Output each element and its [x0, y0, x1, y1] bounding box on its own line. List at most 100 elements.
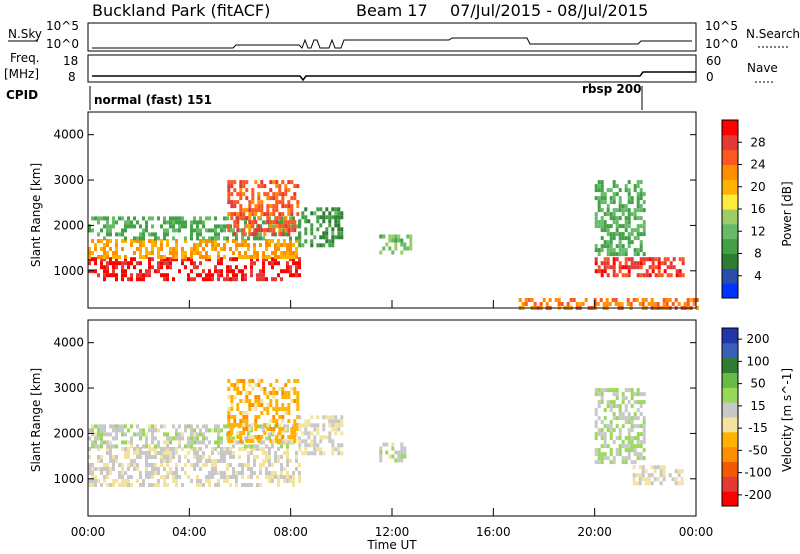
- velocity-cell: [172, 455, 175, 459]
- power-cell: [181, 251, 184, 255]
- power-cell: [133, 216, 136, 221]
- velocity-cell: [642, 416, 646, 421]
- power-cell: [603, 228, 607, 233]
- power-cell: [606, 204, 610, 209]
- velocity-cell: [163, 440, 166, 445]
- velocity-colorbar-swatch: [722, 461, 738, 477]
- velocity-cell: [172, 424, 175, 429]
- power-cell: [624, 273, 628, 278]
- velocity-cell: [277, 479, 280, 483]
- power-cell: [172, 228, 175, 233]
- velocity-cell: [287, 411, 291, 415]
- power-cell: [157, 265, 160, 270]
- power-cell: [281, 196, 285, 201]
- power-cell: [337, 211, 341, 216]
- velocity-cell: [278, 423, 282, 427]
- velocity-cell: [259, 440, 262, 445]
- power-cell: [163, 257, 166, 262]
- velocity-cell: [286, 424, 289, 429]
- power-cell: [202, 224, 205, 229]
- power-cell: [286, 255, 289, 259]
- power-cell: [248, 224, 252, 229]
- velocity-cell: [269, 439, 273, 443]
- velocity-cell: [262, 459, 265, 463]
- power-cell: [594, 216, 598, 221]
- power-cell: [597, 265, 601, 270]
- power-cell: [594, 257, 598, 262]
- velocity-cell: [621, 416, 625, 421]
- velocity-cell: [639, 432, 643, 437]
- power-cell: [151, 224, 154, 229]
- power-cell: [214, 224, 217, 229]
- velocity-cell: [609, 424, 613, 429]
- power-cell: [630, 240, 634, 245]
- velocity-cell: [142, 451, 145, 455]
- power-cell: [627, 208, 631, 213]
- velocity-cell: [175, 463, 178, 467]
- velocity-cell: [642, 436, 646, 441]
- power-cell: [695, 298, 699, 302]
- power-cell: [230, 216, 234, 221]
- velocity-cell: [151, 432, 154, 437]
- velocity-cell: [635, 481, 639, 486]
- power-cell: [403, 242, 407, 247]
- velocity-colorbar-swatch: [722, 476, 738, 492]
- power-cell: [281, 192, 285, 197]
- power-cell: [245, 180, 249, 185]
- velocity-cell: [278, 435, 282, 439]
- power-cell: [214, 265, 217, 270]
- power-cell: [142, 277, 145, 282]
- velocity-cell: [254, 427, 258, 431]
- velocity-cell: [630, 404, 634, 409]
- power-cell: [600, 188, 604, 193]
- velocity-cell: [630, 424, 634, 429]
- velocity-cell: [139, 447, 142, 451]
- velocity-cell: [600, 432, 604, 437]
- power-cell: [593, 302, 597, 306]
- power-cell: [112, 251, 115, 255]
- velocity-cell: [121, 447, 124, 451]
- beam-title: Beam 17: [356, 1, 428, 20]
- nsearch-tick-top: 10^5: [705, 19, 738, 33]
- velocity-cell: [91, 471, 94, 475]
- freq-unit: [MHz]: [4, 67, 39, 81]
- power-cell: [211, 247, 214, 251]
- power-cell: [621, 252, 625, 257]
- velocity-cell: [208, 440, 211, 445]
- power-cell: [115, 273, 118, 278]
- velocity-cell: [609, 448, 613, 453]
- power-cell: [124, 269, 127, 274]
- velocity-cell: [612, 388, 616, 393]
- velocity-cell: [148, 428, 151, 433]
- velocity-cell: [245, 399, 249, 403]
- velocity-cell: [242, 423, 246, 427]
- power-cell: [618, 269, 622, 274]
- power-cell: [193, 261, 196, 266]
- power-cell: [217, 224, 220, 229]
- power-cell: [656, 302, 660, 306]
- velocity-cell: [199, 455, 202, 459]
- velocity-cell: [278, 431, 282, 435]
- velocity-cell: [196, 459, 199, 463]
- power-cell: [211, 228, 214, 233]
- power-cell: [334, 215, 338, 220]
- power-cell: [328, 211, 332, 216]
- power-cell: [665, 298, 669, 302]
- power-cell: [154, 269, 157, 274]
- power-cell: [269, 220, 273, 225]
- velocity-cell: [187, 444, 190, 449]
- velocity-cell: [271, 475, 274, 479]
- cpid-mode-normal: normal (fast) 151: [94, 93, 212, 107]
- velocity-cell: [145, 432, 148, 437]
- velocity-cell: [313, 423, 317, 428]
- power-cell: [103, 273, 106, 278]
- power-cell: [127, 224, 130, 229]
- velocity-cell: [229, 483, 232, 487]
- power-cell: [172, 236, 175, 241]
- velocity-cell: [275, 403, 279, 407]
- velocity-cell: [148, 483, 151, 487]
- power-cell: [644, 298, 648, 302]
- power-colorbar-swatch: [722, 194, 738, 210]
- power-cell: [103, 216, 106, 221]
- power-cell: [265, 277, 268, 282]
